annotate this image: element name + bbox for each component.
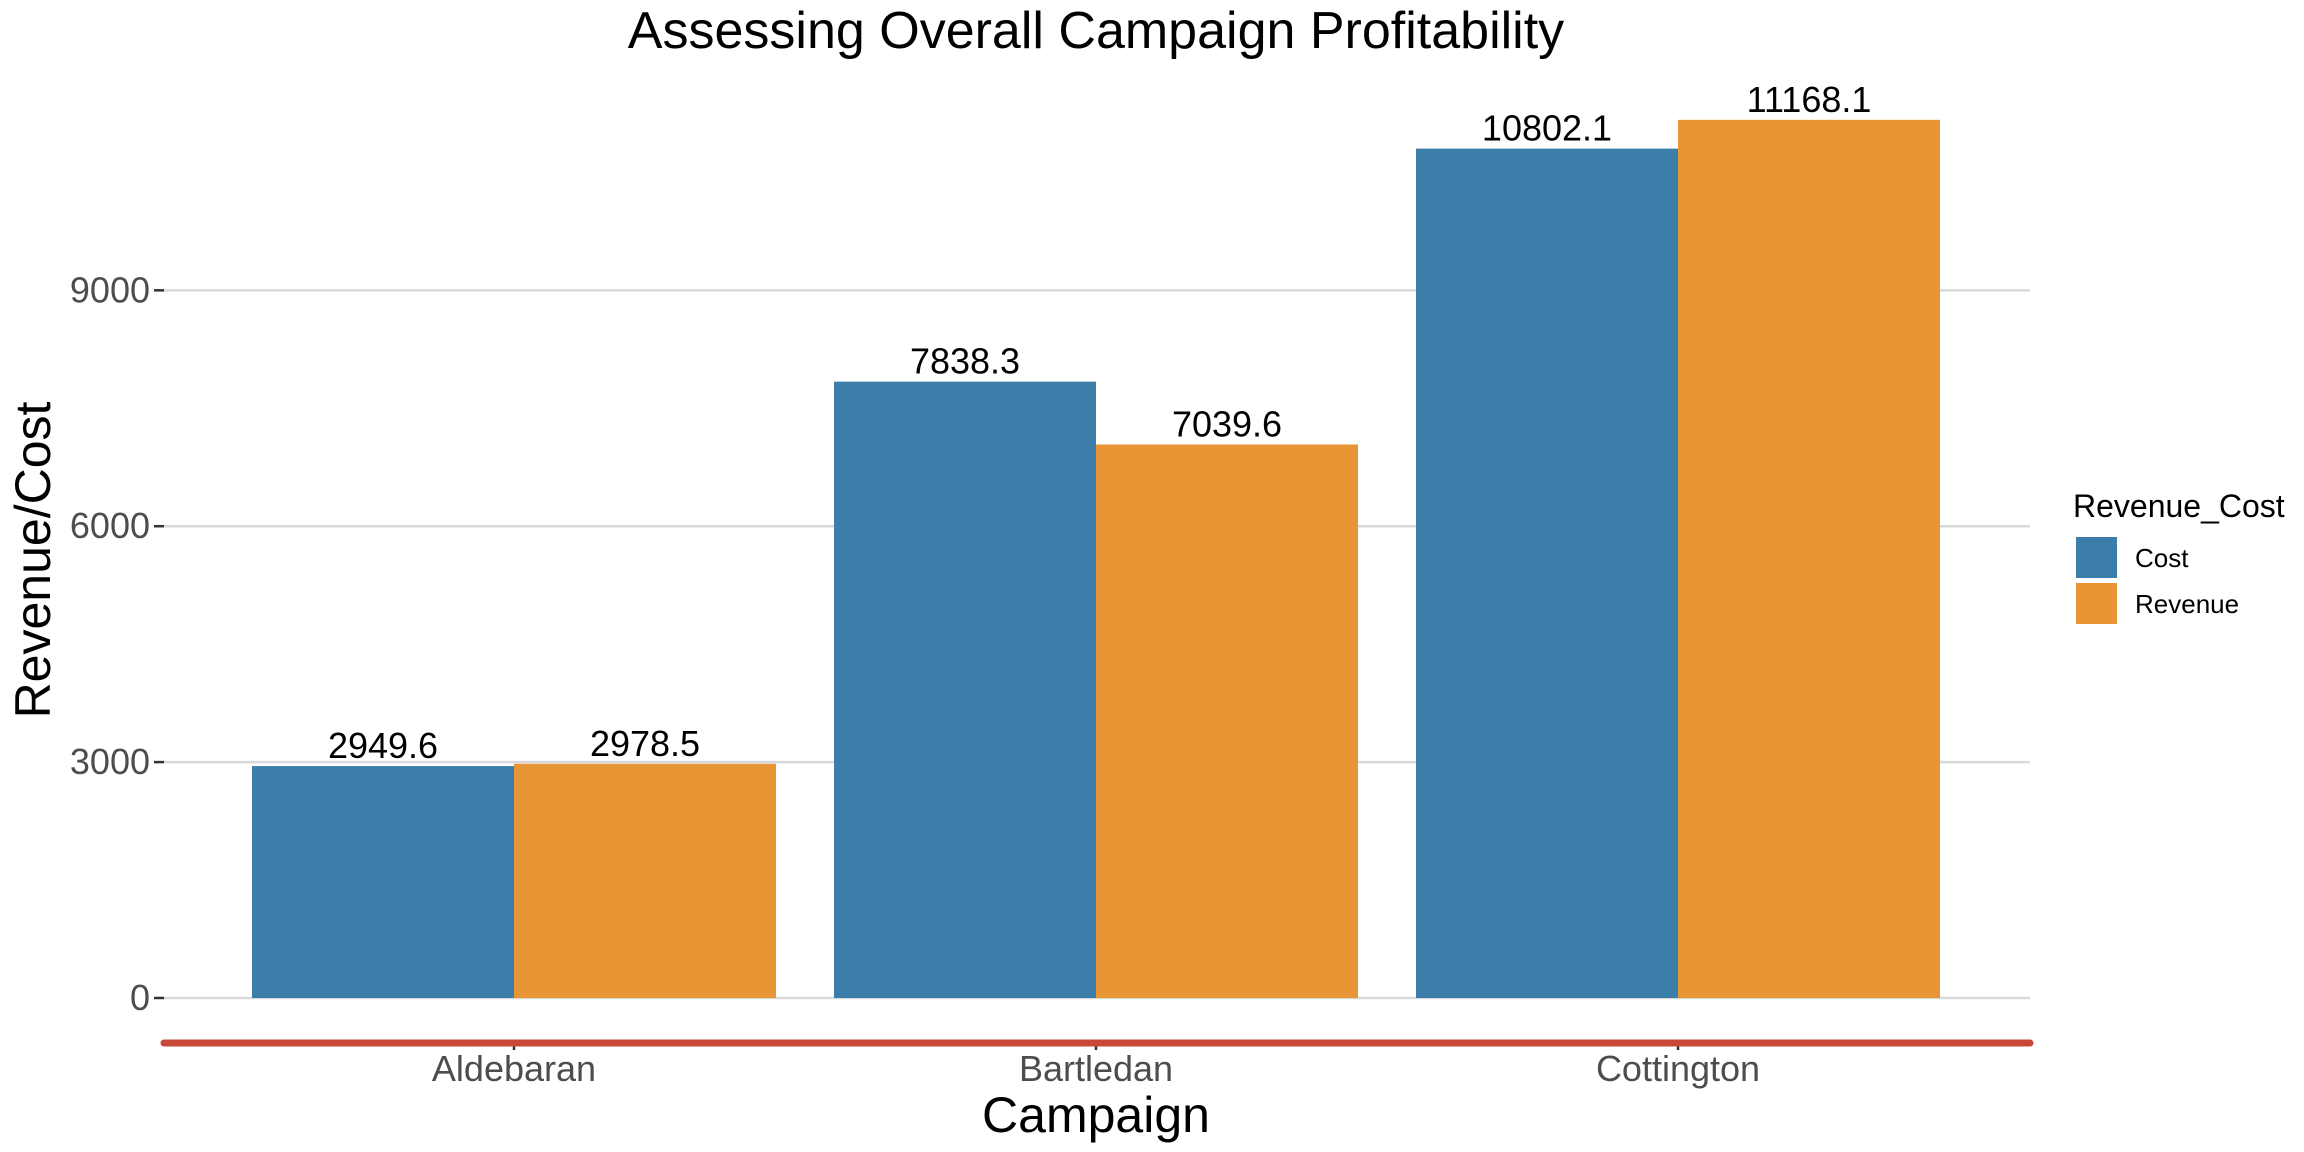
- legend-title: Revenue_Cost: [2073, 488, 2285, 524]
- x-axis-title: Campaign: [982, 1087, 1210, 1143]
- bar-aldebaran-revenue: [514, 763, 776, 998]
- data-labels: 2949.6 2978.5 7838.3 7039.6 10802.1 11168.1: [328, 79, 1871, 766]
- data-label: 10802.1: [1482, 108, 1612, 149]
- y-axis-title: Revenue/Cost: [5, 401, 61, 718]
- y-tick-label: 6000: [70, 505, 150, 546]
- legend-label-cost: Cost: [2135, 543, 2189, 573]
- bar-bartledan-revenue: [1096, 444, 1358, 998]
- y-tick-label: 9000: [70, 269, 150, 310]
- bars: [252, 119, 1940, 999]
- data-label: 7838.3: [910, 341, 1020, 382]
- x-tick-label: Aldebaran: [432, 1048, 596, 1089]
- data-label: 7039.6: [1172, 403, 1282, 444]
- legend-swatch-revenue: [2076, 583, 2117, 624]
- bar-bartledan-cost: [834, 381, 1096, 999]
- bar-aldebaran-cost: [252, 766, 514, 998]
- x-tick-label: Cottington: [1596, 1048, 1760, 1089]
- y-axis: 0 3000 6000 9000: [70, 269, 164, 1018]
- legend: Revenue_Cost Cost Revenue: [2073, 488, 2285, 624]
- x-axis: Aldebaran Bartledan Cottington: [432, 1040, 1760, 1089]
- legend-label-revenue: Revenue: [2135, 589, 2239, 619]
- data-label: 11168.1: [1747, 79, 1872, 120]
- x-tick-label: Bartledan: [1019, 1048, 1173, 1089]
- y-tick-label: 0: [130, 977, 150, 1018]
- y-tick-label: 3000: [70, 741, 150, 782]
- data-label: 2949.6: [328, 725, 438, 766]
- chart-title: Assessing Overall Campaign Profitability: [628, 2, 1564, 60]
- data-label: 2978.5: [590, 723, 700, 764]
- legend-swatch-cost: [2076, 537, 2117, 578]
- bar-cottington-cost: [1416, 148, 1678, 999]
- bar-cottington-revenue: [1678, 119, 1940, 998]
